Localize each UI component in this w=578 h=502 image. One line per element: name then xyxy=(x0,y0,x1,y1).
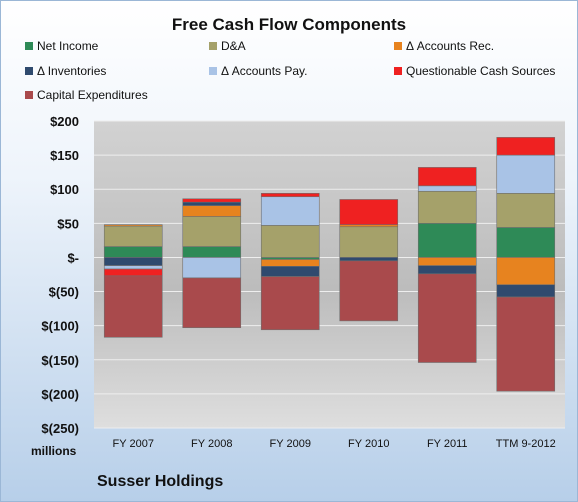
bar-segment xyxy=(496,227,556,258)
x-tick-label: FY 2009 xyxy=(270,438,311,450)
legend-swatch-da xyxy=(209,42,217,50)
bar-segment xyxy=(496,154,556,194)
bar-segment xyxy=(339,199,399,225)
bar-segment xyxy=(496,257,556,286)
bar-segment xyxy=(417,257,477,266)
bar-segment xyxy=(496,137,556,156)
bar-segment xyxy=(182,216,242,247)
y-tick-label: $- xyxy=(67,250,79,265)
bar-segment xyxy=(103,275,163,338)
legend-label-inventories: Δ Inventories xyxy=(37,64,107,78)
y-tick-label: $50 xyxy=(57,216,79,231)
bar-segment xyxy=(182,246,242,258)
y-tick-label: $150 xyxy=(50,148,79,163)
legend-swatch-inventories xyxy=(25,67,33,75)
bar-segment xyxy=(260,225,320,258)
legend-label-questionable: Questionable Cash Sources xyxy=(406,64,556,78)
y-tick-label: $(250) xyxy=(41,421,79,436)
bar-segment xyxy=(103,257,163,266)
legend-label-accounts-rec: Δ Accounts Rec. xyxy=(406,39,495,53)
legend-item-accounts-rec: Δ Accounts Rec. xyxy=(394,39,494,53)
bar-segment xyxy=(260,276,320,331)
bar-segment xyxy=(260,259,320,267)
bar-segment xyxy=(182,205,242,217)
bar-segment xyxy=(417,167,477,187)
legend-swatch-questionable xyxy=(394,67,402,75)
bar-segment xyxy=(260,257,320,260)
legend-item-da: D&A xyxy=(209,39,246,53)
bar-segment xyxy=(417,190,477,224)
x-tick-label: FY 2008 xyxy=(191,438,232,450)
units-label: millions xyxy=(31,444,77,458)
bar-segment xyxy=(103,224,163,227)
bar-segment xyxy=(103,246,163,258)
bar-segment xyxy=(496,193,556,228)
y-tick-label: $200 xyxy=(50,114,79,129)
x-tick-label: FY 2011 xyxy=(427,438,468,450)
bar-segment xyxy=(339,224,399,228)
y-tick-label: $100 xyxy=(50,182,79,197)
bar-segment xyxy=(339,226,399,258)
bar-segment xyxy=(339,260,399,322)
company-name: Susser Holdings xyxy=(97,473,224,490)
bar-segment xyxy=(496,296,556,392)
legend-item-capex: Capital Expenditures xyxy=(25,88,148,102)
legend-item-inventories: Δ Inventories xyxy=(25,64,106,78)
bar-segment xyxy=(417,273,477,363)
y-tick-label: $(50) xyxy=(49,285,79,300)
legend-item-net-income: Net Income xyxy=(25,39,98,53)
y-tick-label: $(200) xyxy=(41,387,79,402)
bar-segment xyxy=(103,225,163,247)
legend-item-accounts-pay: Δ Accounts Pay. xyxy=(209,64,308,78)
bar-segment xyxy=(103,265,163,270)
plot-area xyxy=(94,121,565,428)
y-tick-label: $(100) xyxy=(41,319,79,334)
bar-segment xyxy=(182,198,242,203)
bar-segment xyxy=(103,268,163,277)
legend-swatch-capex xyxy=(25,91,33,99)
bar-segment xyxy=(260,193,320,198)
x-tick-label: TTM 9-2012 xyxy=(496,438,556,450)
legend-swatch-net-income xyxy=(25,42,33,50)
bar-segment xyxy=(260,196,320,226)
legend-label-da: D&A xyxy=(221,39,246,53)
chart-title: Free Cash Flow Components xyxy=(171,15,407,34)
bar-segment xyxy=(182,201,242,206)
bar-segment xyxy=(182,277,242,329)
bar-segment xyxy=(417,223,477,258)
bar-segment xyxy=(339,257,399,262)
bar-segment xyxy=(417,185,477,192)
bar-segment xyxy=(182,257,242,279)
bar-segment xyxy=(496,284,556,298)
x-tick-label: FY 2010 xyxy=(348,438,389,450)
legend-item-questionable: Questionable Cash Sources xyxy=(394,64,555,78)
legend-swatch-accounts-rec xyxy=(394,42,402,50)
legend-label-capex: Capital Expenditures xyxy=(37,88,148,102)
legend-label-accounts-pay: Δ Accounts Pay. xyxy=(221,64,308,78)
legend-swatch-accounts-pay xyxy=(209,67,217,75)
legend-label-net-income: Net Income xyxy=(37,39,99,53)
bar-segment xyxy=(260,266,320,277)
y-tick-label: $(150) xyxy=(41,353,79,368)
x-tick-label: FY 2007 xyxy=(113,438,154,450)
bar-segment xyxy=(417,265,477,275)
